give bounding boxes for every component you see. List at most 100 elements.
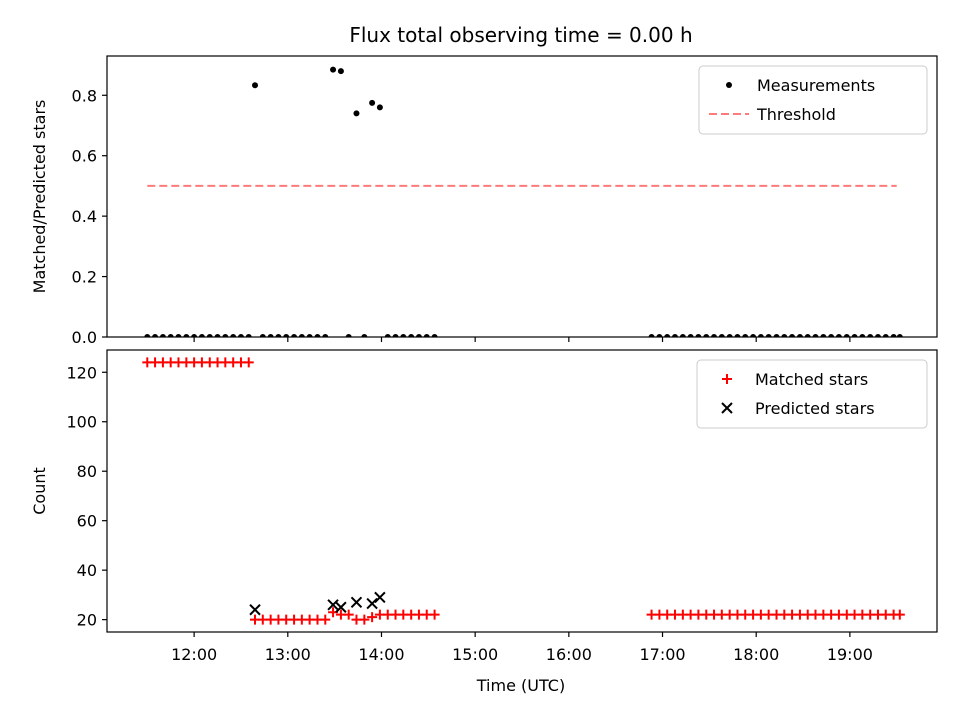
legend-box xyxy=(698,65,928,135)
data-point xyxy=(789,334,796,337)
x-tick-label: 17:00 xyxy=(639,645,685,664)
data-point xyxy=(222,334,229,337)
series-1 xyxy=(142,357,905,625)
chart-title: Flux total observing time = 0.00 h xyxy=(349,23,692,47)
y-axis-label: Matched/Predicted stars xyxy=(30,100,49,294)
data-point xyxy=(298,334,305,337)
legend-swatch xyxy=(722,374,732,384)
data-point xyxy=(423,334,430,337)
legend: Matched stars Predicted stars xyxy=(696,359,928,429)
y-tick-label: 40 xyxy=(77,561,97,580)
data-point xyxy=(804,334,811,337)
data-point xyxy=(374,591,386,604)
data-point xyxy=(283,334,290,337)
x-tick-label: 12:00 xyxy=(171,645,217,664)
data-point xyxy=(671,334,678,337)
data-point xyxy=(214,334,221,337)
y-tick-label: 80 xyxy=(77,462,97,481)
data-point xyxy=(859,334,866,337)
data-point xyxy=(237,334,244,337)
panel-2: 20 40 60 80 100 120 12:00 13:00 14:00 15:00 16:00 1… xyxy=(30,349,938,664)
y-tick-label: 0.2 xyxy=(72,268,97,287)
data-point xyxy=(243,357,254,368)
data-point xyxy=(765,334,772,337)
data-point xyxy=(431,334,438,337)
x-axis-label: Time (UTC) xyxy=(476,676,565,695)
data-point xyxy=(320,614,331,625)
data-point xyxy=(894,609,905,620)
x-tick-label: 15:00 xyxy=(452,645,498,664)
data-point xyxy=(820,334,827,337)
series-2 xyxy=(249,591,386,616)
x-tick-label: 16:00 xyxy=(546,645,592,664)
data-point xyxy=(369,99,376,106)
data-point xyxy=(183,334,190,337)
data-point xyxy=(781,334,788,337)
data-point xyxy=(345,334,352,337)
data-point xyxy=(882,334,889,337)
data-point xyxy=(350,596,363,609)
data-point xyxy=(656,334,663,337)
legend-label: Measurements xyxy=(757,76,875,95)
legend-label: Matched stars xyxy=(755,370,868,389)
data-point xyxy=(144,334,151,337)
data-point xyxy=(718,334,725,337)
data-point xyxy=(249,604,261,616)
data-point xyxy=(867,334,874,337)
panels-group: 0.0 0.2 0.4 0.6 0.8 Matched/Predicted stars Me… xyxy=(30,55,938,664)
data-point xyxy=(703,334,710,337)
data-point xyxy=(252,82,259,89)
data-point xyxy=(230,334,237,337)
data-point xyxy=(750,334,757,337)
legend: Measurements Threshold xyxy=(698,65,928,135)
data-point xyxy=(291,334,298,337)
data-point xyxy=(376,104,383,111)
data-point xyxy=(159,334,166,337)
data-point xyxy=(330,66,337,73)
y-tick-label: 0.0 xyxy=(72,328,97,347)
data-point xyxy=(384,334,391,337)
data-point xyxy=(259,334,266,337)
data-point xyxy=(408,334,415,337)
y-tick-label: 0.8 xyxy=(72,86,97,105)
axes-frame xyxy=(106,349,938,633)
data-point xyxy=(843,334,850,337)
data-point xyxy=(306,334,313,337)
panel-1: 0.0 0.2 0.4 0.6 0.8 Matched/Predicted stars Me… xyxy=(30,55,938,347)
data-point xyxy=(835,334,842,337)
data-point xyxy=(175,334,182,337)
y-tick-label: 100 xyxy=(66,413,97,432)
data-point xyxy=(664,334,671,337)
data-point xyxy=(191,334,198,337)
y-tick-label: 20 xyxy=(77,611,97,630)
data-point xyxy=(687,334,694,337)
plot-area xyxy=(144,66,903,337)
data-point xyxy=(890,334,897,337)
data-point xyxy=(353,110,360,117)
data-point xyxy=(726,334,733,337)
data-point xyxy=(167,334,174,337)
data-point xyxy=(812,334,819,337)
legend-box xyxy=(696,359,928,429)
data-point xyxy=(392,334,399,337)
y-tick-label: 60 xyxy=(77,512,97,531)
x-tick-label: 14:00 xyxy=(358,645,404,664)
data-point xyxy=(206,334,213,337)
data-point xyxy=(359,614,370,625)
data-point xyxy=(322,334,329,337)
data-point xyxy=(874,334,881,337)
plot-area xyxy=(142,357,905,625)
data-point xyxy=(851,334,858,337)
data-point xyxy=(773,334,780,337)
data-point xyxy=(327,599,339,611)
data-point xyxy=(152,334,159,337)
data-point xyxy=(366,597,378,610)
data-point xyxy=(679,334,686,337)
data-point xyxy=(245,334,252,337)
y-tick-label: 120 xyxy=(66,363,97,382)
y-tick-label: 0.4 xyxy=(72,207,97,226)
data-point xyxy=(415,334,422,337)
data-point xyxy=(648,334,655,337)
